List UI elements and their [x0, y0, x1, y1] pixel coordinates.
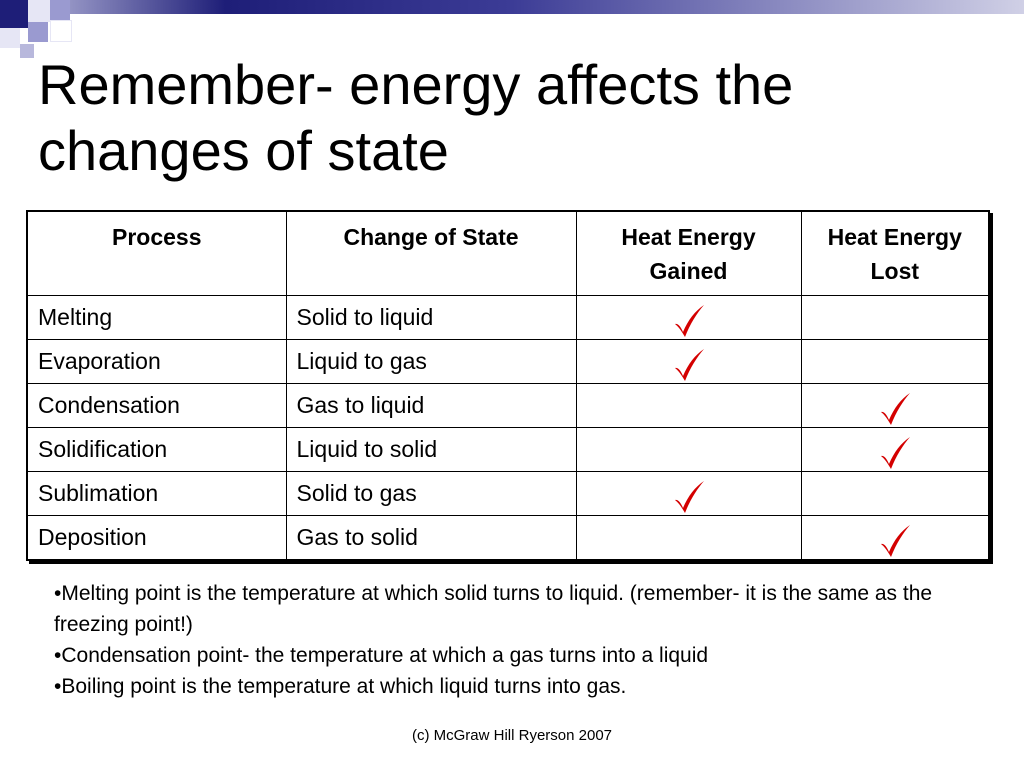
cell-heat-gained: [575, 426, 802, 472]
table-row: Sublimation Solid to gas: [26, 470, 990, 516]
cell-change-of-state: Gas to solid: [285, 514, 577, 560]
table-header-row: Process Change of State Heat Energy Gain…: [26, 210, 990, 296]
cell-heat-gained: [575, 382, 802, 428]
cell-change-of-state: Liquid to gas: [285, 338, 577, 384]
table-row: Solidification Liquid to solid: [26, 426, 990, 472]
cell-heat-lost: [800, 338, 990, 384]
header-change-of-state: Change of State: [285, 210, 577, 296]
table-row: Melting Solid to liquid: [26, 294, 990, 340]
corner-square-periwinkle: [50, 0, 70, 20]
table-row: Evaporation Liquid to gas: [26, 338, 990, 384]
cell-heat-lost: [800, 470, 990, 516]
cell-heat-gained: [575, 470, 802, 516]
cell-heat-lost: [800, 514, 990, 560]
cell-process: Condensation: [26, 382, 287, 428]
note-item: •Condensation point- the temperature at …: [54, 644, 709, 667]
slide-title: Remember- energy affects the changes of …: [38, 53, 794, 182]
copyright-footer: (c) McGraw Hill Ryerson 2007: [411, 727, 613, 744]
cell-heat-gained: [575, 294, 802, 340]
corner-square-periwinkle: [28, 22, 48, 42]
cell-change-of-state: Solid to gas: [285, 470, 577, 516]
corner-square-light: [0, 28, 20, 48]
cell-process: Evaporation: [26, 338, 287, 384]
table-body: Melting Solid to liquid Evaporation Liquid …: [26, 294, 990, 560]
corner-square-periwinkle: [20, 44, 34, 58]
cell-heat-lost: [800, 294, 990, 340]
cell-process: Sublimation: [26, 470, 287, 516]
cell-process: Melting: [26, 294, 287, 340]
cell-heat-lost: [800, 382, 990, 428]
cell-process: Deposition: [26, 514, 287, 560]
table-row: Deposition Gas to solid: [26, 514, 990, 560]
header-process: Process: [26, 210, 287, 296]
cell-process: Solidification: [26, 426, 287, 472]
state-change-table: Process Change of State Heat Energy Gain…: [26, 210, 990, 561]
corner-square-light: [50, 20, 72, 42]
cell-heat-lost: [800, 426, 990, 472]
header-heat-lost: Heat Energy Lost: [800, 210, 990, 296]
cell-change-of-state: Gas to liquid: [285, 382, 577, 428]
decorative-header-band: [0, 0, 1024, 60]
cell-heat-gained: [575, 338, 802, 384]
corner-square-navy: [0, 0, 28, 28]
header-heat-gained: Heat Energy Gained: [575, 210, 802, 296]
table-row: Condensation Gas to liquid: [26, 382, 990, 428]
note-item: •Melting point is the temperature at whi…: [54, 582, 933, 636]
cell-heat-gained: [575, 514, 802, 560]
corner-square-light: [28, 0, 50, 22]
header-rule: [0, 0, 1024, 14]
notes-list: •Melting point is the temperature at whi…: [54, 578, 954, 702]
note-item: •Boiling point is the temperature at whi…: [54, 675, 627, 698]
cell-change-of-state: Solid to liquid: [285, 294, 577, 340]
cell-change-of-state: Liquid to solid: [285, 426, 577, 472]
